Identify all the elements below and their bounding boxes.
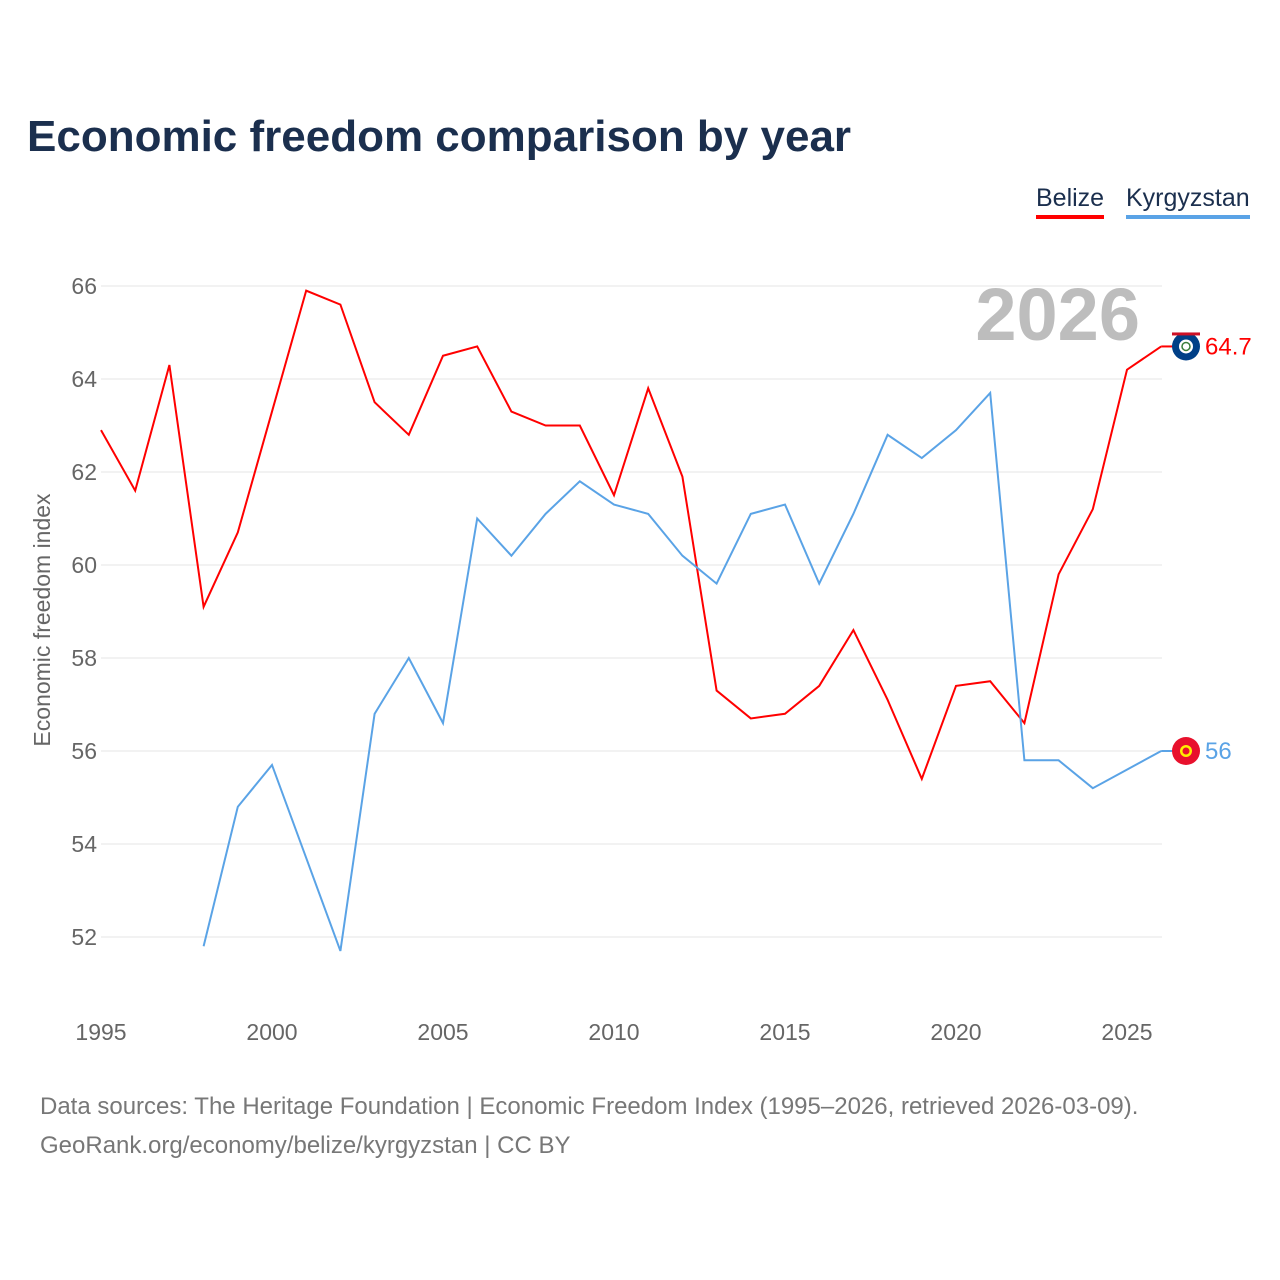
y-tick-label: 64 [71, 366, 97, 392]
y-tick-label: 56 [71, 738, 97, 764]
series-line-belize [100, 289, 1162, 782]
x-tick-label: 2025 [1101, 1019, 1152, 1045]
legend-belize[interactable]: Belize [1036, 184, 1105, 219]
footer: Data sources: The Heritage Foundation | … [40, 1087, 1138, 1165]
y-tick-label: 54 [71, 831, 97, 857]
chart-title: Economic freedom comparison by year [27, 112, 852, 161]
end-value-label: 64.7 [1205, 333, 1252, 360]
x-tick-label: 2020 [930, 1019, 981, 1045]
footer-attribution: GeoRank.org/economy/belize/kyrgyzstan | … [40, 1132, 571, 1159]
x-tick-label: 2000 [246, 1019, 297, 1045]
year-watermark: 2026 [975, 273, 1140, 356]
y-axis-label: Economic freedom index [29, 493, 55, 747]
y-tick-label: 62 [71, 459, 97, 485]
x-tick-label: 2015 [759, 1019, 810, 1045]
y-tick-label: 58 [71, 645, 97, 671]
x-tick-label: 1995 [75, 1019, 126, 1045]
y-tick-label: 60 [71, 552, 97, 578]
end-value-label: 56 [1205, 738, 1232, 765]
footer-sources: Data sources: The Heritage Foundation | … [40, 1093, 1139, 1120]
x-tick-label: 2010 [588, 1019, 639, 1045]
belize-flag-icon [1172, 332, 1200, 361]
kyrgyzstan-flag-icon [1172, 737, 1200, 765]
y-tick-label: 52 [71, 924, 97, 950]
x-tick-label: 2005 [417, 1019, 468, 1045]
y-tick-label: 66 [71, 273, 97, 299]
legend-kyrgyzstan[interactable]: Kyrgyzstan [1126, 184, 1250, 219]
